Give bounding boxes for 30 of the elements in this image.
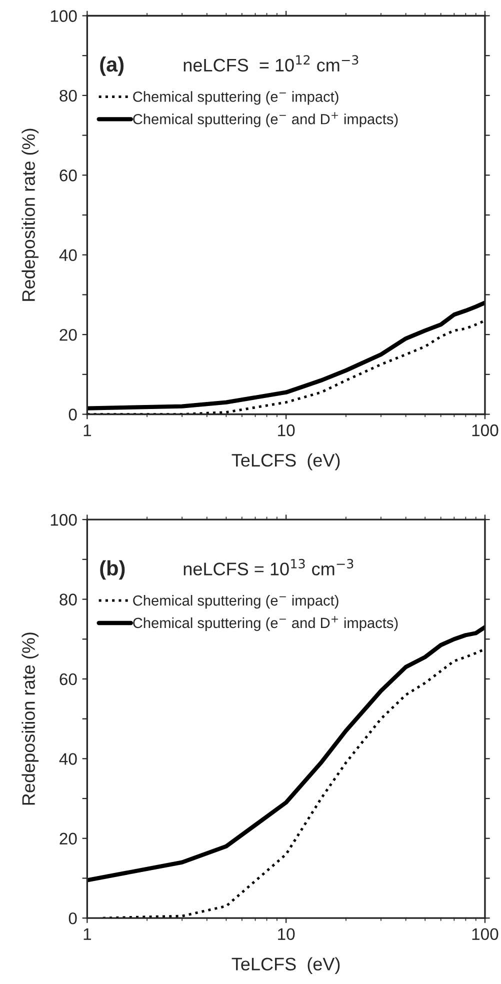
y-axis-title: Redeposition rate (%) <box>22 632 39 805</box>
x-tick-label: 10 <box>278 424 295 436</box>
y-tick-label: 20 <box>60 328 77 341</box>
x-axis-title: TeLCFS (eV) <box>232 453 340 470</box>
y-tick-label: 80 <box>60 90 77 102</box>
y-tick-label: 60 <box>60 170 77 182</box>
y-tick-label: 20 <box>60 832 77 845</box>
x-tick-label: 1 <box>84 928 91 940</box>
y-axis-title: Redeposition rate (%) <box>22 128 39 301</box>
y-tick-label: 0 <box>68 912 77 924</box>
y-tick-label: 100 <box>50 10 77 22</box>
y-tick-label: 0 <box>68 408 77 420</box>
annotation: neLCFS = 10$^{13}$ cm$^{−3}$ <box>184 558 354 576</box>
x-tick-label: 100 <box>472 424 498 436</box>
y-tick-label: 40 <box>59 249 77 262</box>
annotation: (a) <box>100 56 124 76</box>
y-tick-label: 100 <box>50 514 77 526</box>
x-axis-title: TeLCFS (eV) <box>232 957 340 974</box>
x-tick-label: 100 <box>472 928 498 940</box>
legend-label: Chemical sputtering (e$^{−}$ impact) <box>133 91 338 105</box>
legend-label: Chemical sputtering (e$^{−}$ and D$^{+}$ impacts) <box>133 616 398 631</box>
legend-label: Chemical sputtering (e$^{−}$ impact) <box>133 594 338 609</box>
annotation: neLCFS = 10$^{12}$ cm$^{−3}$ <box>184 55 358 72</box>
y-tick-label: 60 <box>60 673 77 686</box>
legend-label: Chemical sputtering (e$^{−}$ and D$^{+}$ impacts) <box>133 112 398 128</box>
x-tick-label: 10 <box>278 928 295 940</box>
y-tick-label: 40 <box>59 753 77 765</box>
x-tick-label: 1 <box>84 424 91 436</box>
annotation: (b) <box>100 560 125 580</box>
y-tick-label: 80 <box>60 594 77 606</box>
